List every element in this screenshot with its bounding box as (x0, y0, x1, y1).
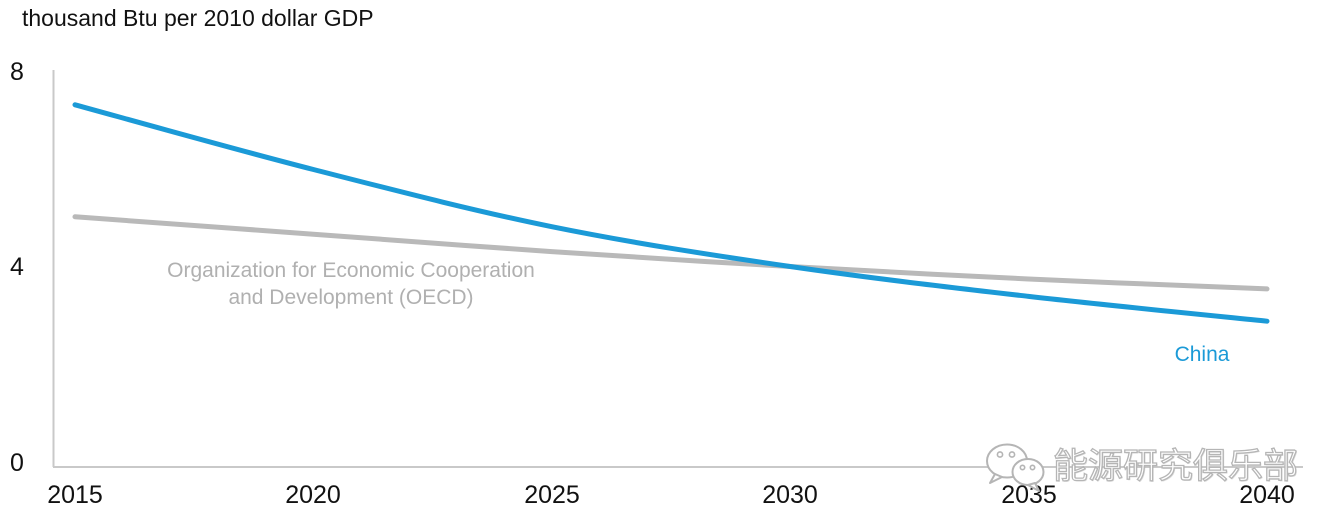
x-tick-label-2015: 2015 (47, 481, 103, 509)
series-label-oecd: Organization for Economic Cooperation an… (148, 257, 554, 311)
chart-title: thousand Btu per 2010 dollar GDP (22, 5, 374, 31)
line-oecd (72, 214, 1270, 292)
series-label-china: China (1174, 343, 1230, 366)
x-tick-label-2025: 2025 (524, 481, 580, 509)
wechat-icon (986, 443, 1045, 492)
watermark: 能源研究俱乐部 (983, 441, 1299, 493)
x-tick-label-2020: 2020 (285, 481, 341, 509)
x-tick-label-2030: 2030 (762, 481, 818, 509)
oecd-label-line1: Organization for Economic Cooperation (167, 259, 535, 282)
y-tick-label-8: 8 (10, 58, 24, 86)
x-tick-label-2040: 2040 (1239, 481, 1295, 509)
line-china (72, 102, 1270, 324)
y-tick-label-0: 0 (10, 449, 24, 477)
oecd-label-line2: and Development (OECD) (228, 286, 474, 309)
y-tick-label-4: 4 (10, 253, 24, 281)
watermark-text: 能源研究俱乐部 (1052, 446, 1299, 486)
